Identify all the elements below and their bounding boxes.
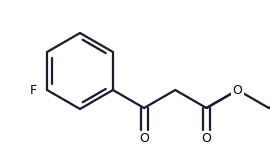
Text: O: O [233, 84, 242, 96]
Text: F: F [29, 84, 37, 96]
Text: O: O [201, 132, 211, 145]
Text: O: O [139, 132, 149, 145]
